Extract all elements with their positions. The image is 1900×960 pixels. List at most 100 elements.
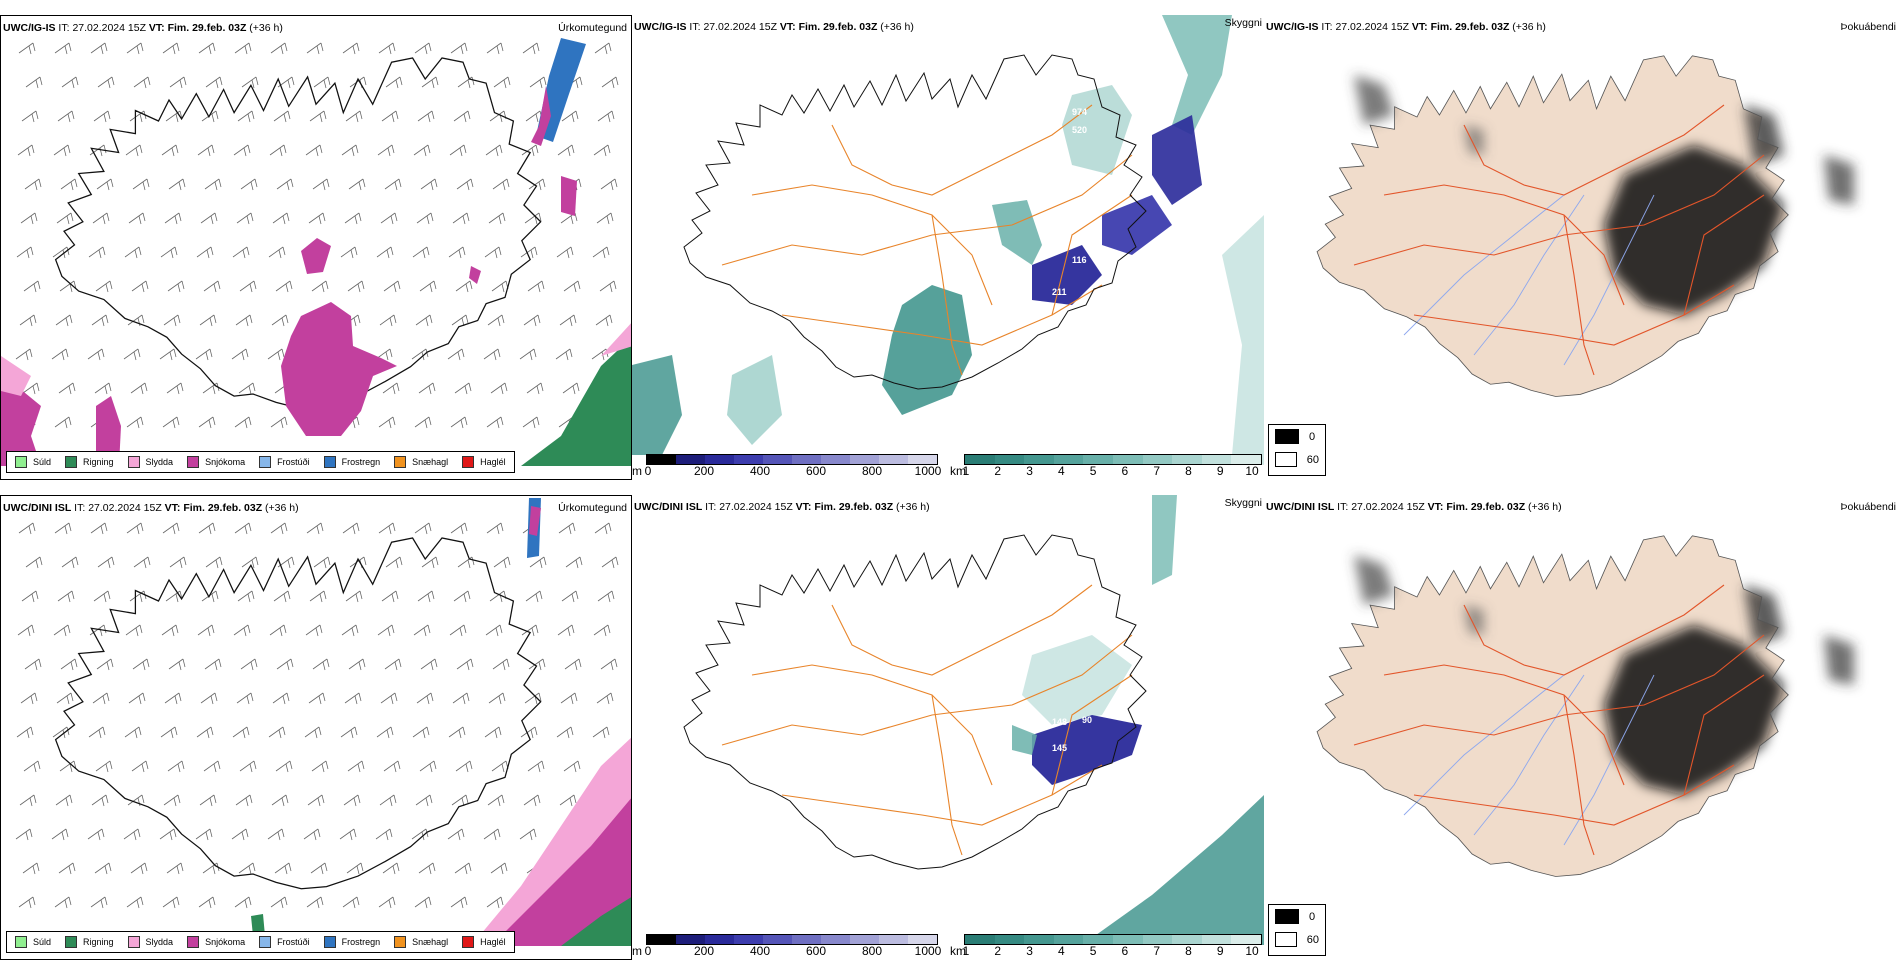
panel-header: UWC/DINI ISL IT: 27.02.2024 15Z VT: Fim.… bbox=[3, 502, 299, 514]
color-bar-step bbox=[1142, 455, 1173, 464]
legend-swatch bbox=[394, 456, 407, 468]
fog-legend: 0 60 bbox=[1268, 904, 1326, 956]
legend-swatch bbox=[65, 936, 78, 948]
visibility-map-svg: 974 520 116 93 211 210 975 16 10 bbox=[632, 15, 1264, 465]
precip-areas bbox=[251, 498, 631, 946]
color-bar bbox=[646, 454, 938, 465]
color-bar-step bbox=[1231, 935, 1261, 944]
fog-legend-label: 0 bbox=[1309, 430, 1316, 443]
road-network bbox=[721, 104, 1133, 376]
fog-legend-item: 60 bbox=[1269, 928, 1325, 951]
legend-label: Haglél bbox=[480, 457, 506, 467]
legend-label: Haglél bbox=[480, 937, 506, 947]
legend-swatch bbox=[323, 936, 336, 948]
scale-unit: m bbox=[632, 464, 642, 478]
panel-header: UWC/DINI ISL IT: 27.02.2024 15Z VT: Fim.… bbox=[634, 501, 930, 513]
visibility-map-svg: 148 90 145 bbox=[683, 495, 1264, 945]
legend-label: Rigning bbox=[83, 457, 114, 467]
visibility-scale-m: m 0 200 400 600 800 1000 bbox=[632, 934, 942, 960]
legend-swatch bbox=[65, 456, 78, 468]
scale-tick: 200 bbox=[693, 944, 715, 958]
color-bar-step bbox=[1142, 935, 1173, 944]
scale-tick: 4 bbox=[1057, 944, 1065, 958]
road-network bbox=[1353, 584, 1765, 856]
scale-ticks: 0 200 400 600 800 1000 bbox=[632, 944, 942, 958]
legend-label: Frostregn bbox=[341, 937, 381, 947]
precip-map-svg bbox=[1, 38, 631, 466]
fog-legend-item: 0 bbox=[1269, 425, 1325, 448]
visibility-value-labels: 148 90 145 bbox=[1052, 715, 1092, 753]
legend-label: Slydda bbox=[145, 937, 174, 947]
visibility-fields bbox=[1012, 495, 1264, 945]
fog-legend-swatch bbox=[1275, 452, 1297, 467]
color-bar-step bbox=[763, 455, 792, 464]
color-bar bbox=[964, 454, 1262, 465]
color-bar-step bbox=[1112, 455, 1143, 464]
legend-item: Súld bbox=[15, 456, 51, 468]
scale-tick: 0 bbox=[644, 944, 652, 958]
legend-swatch bbox=[462, 456, 475, 468]
legend-item: Frostúði bbox=[259, 936, 310, 948]
color-bar-step bbox=[994, 455, 1025, 464]
fog-legend-item: 0 bbox=[1269, 905, 1325, 928]
color-bar-step bbox=[792, 455, 821, 464]
scale-tick: 1 bbox=[962, 464, 970, 478]
legend-label: Snjókoma bbox=[205, 937, 246, 947]
legend-item: Súld bbox=[15, 936, 51, 948]
panel-title: Skyggni bbox=[1224, 497, 1262, 509]
legend-swatch bbox=[15, 936, 27, 948]
visibility-label: 16 bbox=[1232, 167, 1242, 177]
panel-title: Skyggni bbox=[1224, 17, 1262, 29]
legend-item: Rigning bbox=[65, 456, 114, 468]
scale-tick: 2 bbox=[994, 944, 1002, 958]
color-bar-step bbox=[1112, 935, 1143, 944]
scale-tick: 2 bbox=[994, 464, 1002, 478]
legend-label: Snæhagl bbox=[412, 937, 449, 947]
visibility-label: 93 bbox=[1102, 255, 1112, 265]
scale-tick: 3 bbox=[1026, 944, 1033, 958]
scale-tick: 6 bbox=[1121, 464, 1129, 478]
iceland-outline bbox=[54, 57, 542, 410]
color-bar-step bbox=[647, 455, 676, 464]
color-bar-step bbox=[965, 455, 995, 464]
legend-item: Frostregn bbox=[323, 936, 381, 948]
scale-tick: 9 bbox=[1216, 944, 1224, 958]
visibility-label: 974 bbox=[1072, 107, 1087, 117]
panel-header: UWC/IG-IS IT: 27.02.2024 15Z VT: Fim. 29… bbox=[1266, 21, 1546, 33]
legend-label: Súld bbox=[33, 937, 52, 947]
legend-item: Slydda bbox=[127, 456, 173, 468]
scale-tick: 8 bbox=[1185, 464, 1192, 478]
color-bar-step bbox=[647, 935, 676, 944]
visibility-label: 148 bbox=[1052, 717, 1067, 727]
visibility-label: 210 bbox=[1062, 327, 1077, 337]
legend-label: Frostregn bbox=[341, 457, 381, 467]
color-bar-step bbox=[1201, 455, 1232, 464]
visibility-label: 211 bbox=[1052, 287, 1067, 297]
precip-type-map-bottom: UWC/DINI ISL IT: 27.02.2024 15Z VT: Fim.… bbox=[0, 495, 632, 960]
scale-tick: 600 bbox=[805, 464, 827, 478]
iceland-outline bbox=[683, 534, 1147, 870]
legend-item: Frostúði bbox=[259, 456, 310, 468]
visibility-map-bottom: 148 90 145 UWC/DINI ISL IT: 27.02.2024 15Z… bbox=[632, 495, 1264, 960]
color-bar-step bbox=[1083, 455, 1113, 464]
scale-tick: 10 bbox=[1245, 944, 1259, 958]
scale-tick: 1 bbox=[962, 944, 970, 958]
scale-tick: 10 bbox=[1245, 464, 1259, 478]
scale-tick: 5 bbox=[1089, 464, 1097, 478]
fog-map-svg bbox=[1316, 535, 1854, 877]
legend-swatch bbox=[462, 936, 475, 948]
fog-map-top: UWC/IG-IS IT: 27.02.2024 15Z VT: Fim. 29… bbox=[1264, 15, 1900, 480]
precip-map-svg bbox=[15, 498, 631, 946]
scale-ticks: 1 2 3 4 5 6 7 8 9 10 bbox=[950, 464, 1262, 478]
visibility-map-top: 974 520 116 93 211 210 975 16 10 UWC/IG-IS IT: 2… bbox=[632, 15, 1264, 480]
scale-tick: 4 bbox=[1057, 464, 1065, 478]
fog-legend-item: 60 bbox=[1269, 448, 1325, 471]
color-bar-step bbox=[763, 935, 792, 944]
legend-label: Snjókoma bbox=[205, 457, 246, 467]
panel-header: UWC/IG-IS IT: 27.02.2024 15Z VT: Fim. 29… bbox=[3, 22, 283, 34]
visibility-label: 90 bbox=[1082, 715, 1092, 725]
scale-tick: 5 bbox=[1089, 944, 1097, 958]
legend-swatch bbox=[15, 456, 27, 468]
fog-index-areas bbox=[1354, 555, 1854, 795]
color-bar-step bbox=[705, 935, 734, 944]
